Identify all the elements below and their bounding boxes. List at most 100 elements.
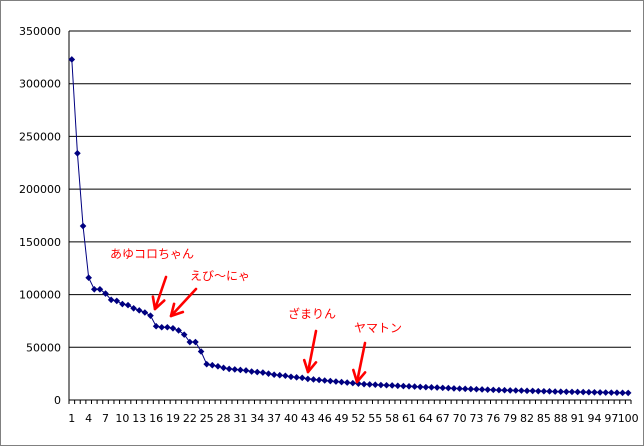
annotation-arrow	[306, 329, 318, 374]
x-tick-label: 19	[166, 412, 180, 425]
x-tick-label: 40	[284, 412, 298, 425]
data-point	[310, 376, 317, 383]
data-point	[74, 149, 81, 157]
data-point	[529, 387, 536, 395]
x-tick-label: 61	[402, 412, 416, 425]
x-tick-label: 43	[301, 412, 315, 425]
data-point	[124, 301, 132, 309]
annotation-label: あゆコロちゃん	[110, 247, 194, 261]
data-point	[85, 274, 92, 282]
data-point	[265, 370, 272, 377]
series	[68, 56, 632, 397]
annotation: ヤマトン	[352, 321, 402, 384]
x-tick-label: 100	[618, 412, 639, 425]
x-tick-label: 34	[250, 412, 264, 425]
data-point	[147, 312, 154, 319]
x-tick-label: 10	[115, 412, 129, 425]
data-point	[439, 384, 447, 392]
data-point	[596, 389, 604, 396]
data-point	[231, 366, 239, 373]
data-point	[248, 368, 255, 375]
data-point	[304, 375, 312, 383]
data-point	[225, 365, 233, 373]
y-tick-label: 200000	[19, 183, 61, 196]
data-point	[518, 387, 525, 394]
x-tick-label: 31	[233, 412, 247, 425]
data-point	[197, 348, 205, 355]
y-tick-label: 150000	[19, 236, 61, 249]
data-point	[585, 388, 593, 396]
data-point	[293, 374, 300, 381]
data-point	[608, 389, 615, 396]
data-point	[327, 377, 334, 385]
annotation-arrow	[169, 287, 198, 318]
annotation-arrowhead	[352, 368, 367, 384]
x-tick-label: 25	[200, 412, 214, 425]
y-tick-label: 250000	[19, 130, 61, 143]
data-point	[416, 383, 424, 391]
x-tick-label: 67	[436, 412, 450, 425]
data-point	[141, 309, 149, 316]
annotation-arrowhead	[302, 358, 318, 374]
data-point	[371, 381, 379, 389]
annotation-label: ざまりん	[288, 306, 336, 321]
data-point	[405, 382, 413, 390]
data-point	[591, 389, 598, 396]
x-tick-label: 4	[85, 412, 92, 425]
data-point	[540, 387, 548, 395]
x-tick-label: 70	[453, 412, 467, 425]
data-point	[203, 360, 210, 368]
x-tick-label: 49	[335, 412, 349, 425]
data-point	[512, 387, 520, 394]
data-point	[180, 331, 188, 338]
annotation: あゆコロちゃん	[110, 247, 194, 311]
data-point	[546, 388, 553, 395]
axes	[68, 31, 632, 404]
data-point	[152, 322, 160, 330]
x-axis-tick-labels: 1 4 7 10 13 16 19 22 25 28 31 34 37 40 43 46 49 52 55 58 61 6…	[68, 412, 638, 425]
x-tick-label: 76	[486, 412, 500, 425]
data-point	[321, 377, 329, 384]
annotation-label: えび〜にゃ	[190, 269, 250, 283]
data-point	[298, 374, 306, 382]
data-point	[506, 387, 514, 394]
x-tick-label: 79	[503, 412, 517, 425]
data-point	[377, 381, 385, 389]
x-tick-label: 22	[183, 412, 197, 425]
data-point	[624, 389, 632, 397]
x-tick-label: 16	[149, 412, 163, 425]
data-point	[175, 327, 182, 334]
data-point	[523, 387, 531, 395]
data-point	[119, 300, 126, 308]
data-point	[613, 389, 621, 397]
data-point	[209, 361, 216, 369]
data-point	[467, 385, 475, 393]
data-point	[164, 323, 171, 331]
data-point	[478, 386, 486, 393]
data-point	[490, 386, 497, 394]
data-point	[428, 384, 435, 391]
data-point	[388, 382, 396, 389]
data-point	[169, 325, 177, 332]
data-point	[253, 368, 261, 376]
data-point	[107, 296, 115, 304]
data-point	[192, 338, 199, 346]
x-tick-label: 13	[132, 412, 146, 425]
data-point	[551, 388, 559, 395]
annotation-arrow	[153, 275, 168, 311]
x-tick-label: 52	[351, 412, 365, 425]
x-tick-label: 97	[604, 412, 618, 425]
annotation-arrowhead	[151, 295, 166, 311]
data-point	[495, 386, 503, 394]
data-point	[270, 371, 278, 378]
x-tick-label: 1	[68, 412, 75, 425]
x-tick-label: 85	[537, 412, 551, 425]
annotation-arrowhead	[169, 302, 185, 318]
data-point	[282, 372, 289, 380]
annotation-arrow	[355, 341, 367, 384]
data-point	[579, 388, 587, 396]
y-tick-label: 50000	[26, 341, 61, 354]
